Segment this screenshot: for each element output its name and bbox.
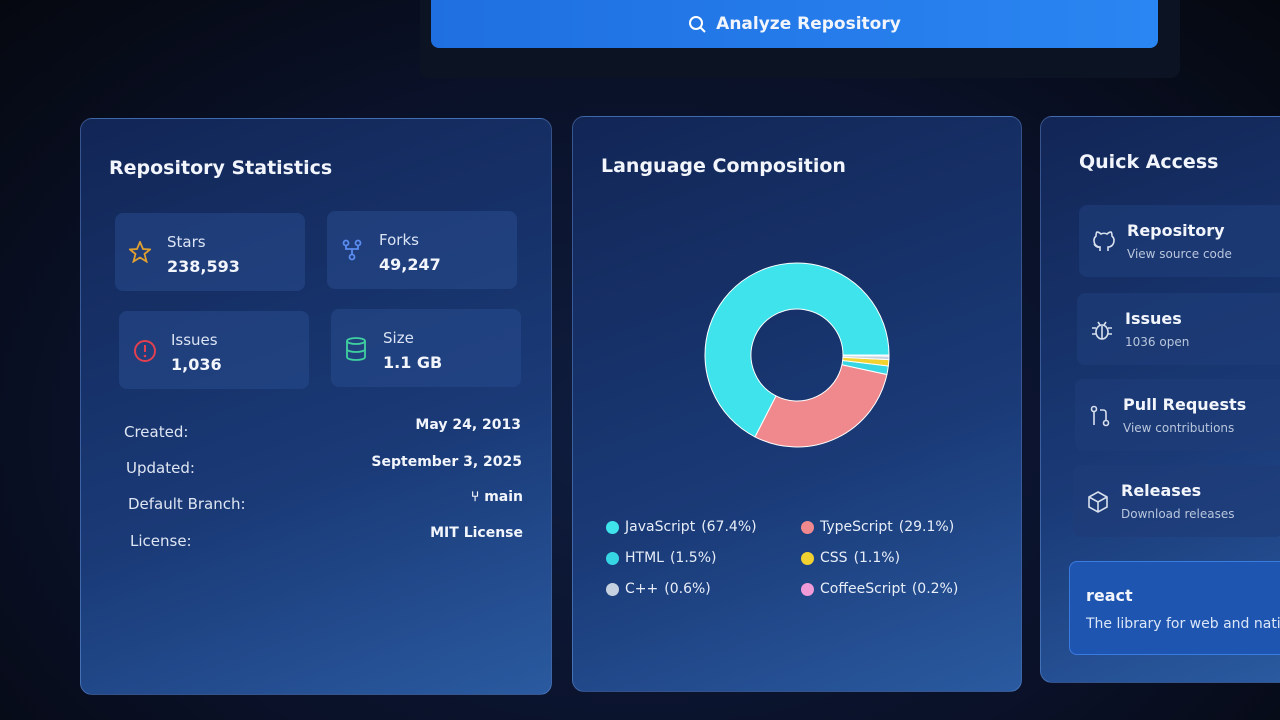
stat-label: Stars (167, 233, 206, 251)
pull-request-icon (1090, 405, 1110, 427)
stat-label: Issues (171, 331, 218, 349)
star-icon (129, 241, 151, 263)
stat-label: Forks (379, 231, 419, 249)
detail-value: May 24, 2013 (415, 417, 521, 433)
issue-icon (134, 340, 156, 362)
stat-value: 1.1 GB (383, 353, 443, 372)
repo-name: react (1086, 586, 1133, 605)
quick-link[interactable]: Releases Download releases (1073, 465, 1280, 537)
legend-swatch (801, 582, 814, 596)
detail-value: MIT License (430, 525, 523, 541)
language-panel: Language Composition JavaScript (67.4%) Ty… (572, 116, 1022, 692)
search-icon (689, 16, 706, 33)
stat-card: Issues 1,036 (119, 311, 309, 389)
repo-card: react The library for web and native (1069, 561, 1280, 655)
legend-value: (1.1%) (853, 550, 901, 566)
legend-swatch (606, 520, 619, 534)
legend-value: (67.4%) (701, 519, 757, 535)
detail-label: Created: (124, 423, 189, 441)
link-subtitle: View contributions (1123, 421, 1235, 435)
stats-panel: Repository Statistics Stars 238,593 Fork… (80, 118, 552, 695)
quick-link[interactable]: Pull Requests View contributions (1075, 379, 1280, 451)
panel-title: Repository Statistics (109, 157, 333, 179)
stat-value: 1,036 (171, 355, 222, 374)
detail-value: September 3, 2025 (371, 454, 522, 470)
legend-value: (0.6%) (664, 581, 711, 597)
legend-item: C++ (0.6%) (606, 581, 711, 597)
database-icon (346, 337, 366, 361)
link-title: Releases (1121, 481, 1202, 500)
legend-item: TypeScript (29.1%) (801, 519, 954, 535)
link-subtitle: 1036 open (1125, 335, 1190, 349)
legend-name: CoffeeScript (820, 581, 906, 597)
legend-value: (1.5%) (669, 550, 717, 566)
github-icon (1093, 231, 1115, 251)
panel-title: Language Composition (601, 155, 846, 177)
link-title: Repository (1127, 221, 1225, 240)
analyze-button[interactable]: Analyze Repository (431, 0, 1158, 48)
legend-name: JavaScript (625, 519, 696, 535)
stat-label: Size (383, 329, 414, 347)
legend-name: HTML (625, 550, 664, 566)
legend-name: CSS (820, 550, 848, 566)
branch-name: main (484, 489, 523, 505)
donut-chart (704, 262, 890, 448)
slice (842, 354, 890, 357)
stat-card: Size 1.1 GB (331, 309, 521, 387)
legend-item: HTML (1.5%) (606, 550, 716, 566)
legend-swatch (801, 520, 814, 534)
stat-card: Stars 238,593 (115, 213, 305, 291)
quick-access-panel: Quick Access Repository View source code… (1040, 116, 1280, 683)
legend-item: JavaScript (67.4%) (606, 519, 757, 535)
stat-card: Forks 49,247 (327, 211, 517, 289)
package-icon (1088, 491, 1108, 513)
legend-item: CSS (1.1%) (801, 550, 900, 566)
stat-value: 238,593 (167, 257, 240, 276)
legend-value: (29.1%) (898, 519, 955, 535)
link-title: Pull Requests (1123, 395, 1247, 414)
legend-name: C++ (625, 581, 659, 597)
slice (704, 262, 890, 438)
legend-value: (0.2%) (911, 581, 959, 597)
detail-value: ⑂ main (303, 489, 523, 505)
bug-icon (1092, 321, 1112, 340)
fork-icon (342, 239, 362, 261)
legend-name: TypeScript (820, 519, 893, 535)
repo-description: The library for web and native (1086, 616, 1280, 632)
button-label: Analyze Repository (716, 14, 901, 34)
link-title: Issues (1125, 309, 1182, 328)
legend-swatch (606, 582, 619, 596)
quick-link[interactable]: Repository View source code (1079, 205, 1280, 277)
stat-value: 49,247 (379, 255, 441, 274)
link-subtitle: View source code (1127, 247, 1232, 261)
detail-label: Default Branch: (128, 495, 246, 513)
legend-item: CoffeeScript (0.2%) (801, 581, 958, 597)
slice (754, 364, 888, 448)
link-subtitle: Download releases (1121, 507, 1235, 521)
detail-label: License: (130, 532, 192, 550)
legend-swatch (801, 551, 814, 565)
detail-label: Updated: (126, 459, 195, 477)
panel-title: Quick Access (1079, 151, 1219, 173)
legend-swatch (606, 551, 619, 565)
branch-icon: ⑂ (470, 489, 485, 505)
quick-link[interactable]: Issues 1036 open (1077, 293, 1280, 365)
